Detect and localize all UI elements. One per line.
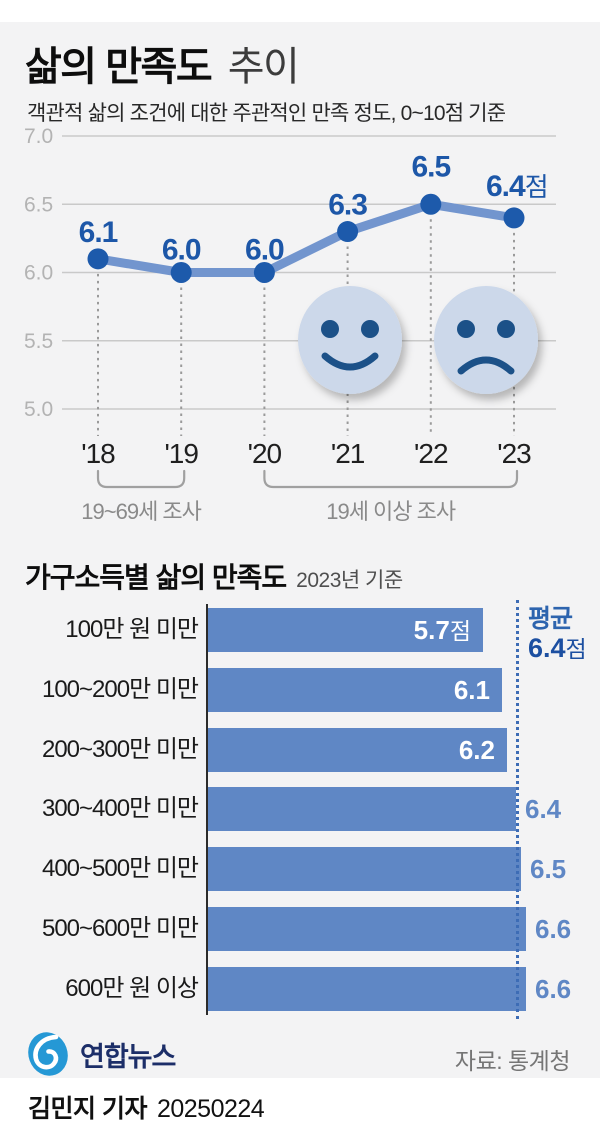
data-point-label: 6.0	[245, 234, 284, 267]
happy-face-icon	[298, 286, 402, 394]
page-title-sub: 추이	[227, 45, 300, 89]
trend-line-chart: 7.0 6.5 6.0 5.5 5.0 '18 '19 '20 '21 '22 '23 19~69세 …	[24, 128, 556, 524]
data-point-label: 6.0	[162, 234, 201, 267]
bar-chart-title: 가구소득별 삶의 만족도 2023년 기준	[25, 556, 403, 596]
data-point	[420, 193, 442, 215]
y-tick-label: 7.0	[24, 128, 53, 148]
survey-span-bracket	[96, 469, 186, 489]
sad-face-icon	[434, 286, 538, 394]
survey-span-label: 19세 이상 조사	[326, 499, 456, 524]
x-tick-label: '21	[331, 438, 365, 469]
data-point	[170, 262, 192, 283]
page-title: 삶의 만족도 추이	[25, 34, 300, 92]
page-title-main: 삶의 만족도	[25, 45, 213, 89]
data-point-label: 6.4점	[486, 170, 548, 203]
x-tick-label: '22	[414, 438, 448, 469]
data-point	[503, 207, 525, 229]
data-point	[87, 248, 109, 270]
data-point-label: 6.3	[328, 189, 367, 222]
bar-chart-basis-label: 2023년 기준	[296, 569, 403, 592]
page-subtitle: 객관적 삶의 조건에 대한 주관적인 만족 정도, 0~10점 기준	[27, 102, 506, 125]
yonhap-logo: 연합뉴스	[26, 1030, 176, 1078]
reporter-name: 김민지 기자	[28, 1095, 147, 1123]
y-tick-label: 5.0	[24, 398, 53, 421]
bar-chart-title-text: 가구소득별 삶의 만족도	[25, 562, 287, 593]
data-point	[337, 221, 359, 243]
y-tick-label: 5.5	[24, 330, 53, 353]
yonhap-logo-icon	[28, 1032, 68, 1076]
data-point-label: 6.5	[411, 150, 450, 183]
data-source: 자료: 통계청	[454, 1048, 571, 1074]
y-tick-label: 6.0	[24, 262, 53, 285]
y-tick-label: 6.5	[24, 193, 53, 216]
x-tick-label: '23	[497, 438, 531, 469]
infographic-background	[0, 22, 600, 1078]
x-tick-label: '19	[164, 438, 198, 469]
trend-line	[93, 199, 519, 277]
data-point	[253, 262, 275, 283]
byline-strip	[0, 1078, 600, 1140]
survey-span-label: 19~69세 조사	[81, 499, 201, 524]
x-tick-label: '20	[248, 438, 282, 469]
publish-date: 20250224	[156, 1095, 265, 1123]
data-point-label: 6.1	[79, 216, 118, 249]
survey-span-bracket	[263, 469, 519, 489]
x-tick-label: '18	[81, 438, 115, 469]
yonhap-logo-text: 연합뉴스	[80, 1041, 176, 1072]
byline: 김민지 기자 20250224	[28, 1089, 265, 1125]
